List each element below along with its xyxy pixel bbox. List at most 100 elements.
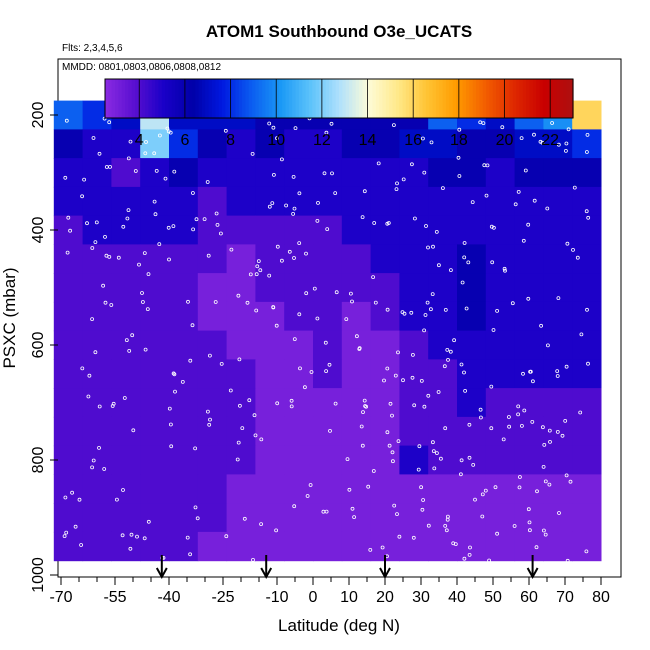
observation-point bbox=[500, 125, 505, 130]
observation-point bbox=[457, 174, 462, 178]
colorbar-segment bbox=[165, 79, 170, 118]
heatmap-cell bbox=[169, 503, 199, 533]
colorbar-segment bbox=[522, 79, 527, 118]
observation-point bbox=[267, 204, 272, 209]
observation-point bbox=[411, 535, 416, 540]
colorbar-segment bbox=[318, 79, 323, 118]
observation-point bbox=[253, 433, 258, 438]
observation-point bbox=[517, 485, 522, 490]
observation-point bbox=[133, 169, 138, 173]
observation-point bbox=[530, 419, 535, 424]
colorbar-segment bbox=[275, 79, 280, 118]
observation-point bbox=[422, 170, 427, 175]
observation-point bbox=[131, 428, 136, 433]
observation-point bbox=[368, 548, 373, 552]
heatmap-cell bbox=[140, 215, 170, 245]
observation-point bbox=[328, 428, 332, 433]
heatmap-cell bbox=[169, 215, 199, 245]
colorbar-segment bbox=[181, 79, 186, 118]
observation-point bbox=[382, 378, 386, 383]
colorbar-segment bbox=[288, 79, 293, 118]
colorbar-segment bbox=[432, 79, 437, 118]
heatmap-cell bbox=[514, 301, 544, 332]
heatmap-cell bbox=[111, 301, 141, 332]
observation-point bbox=[547, 482, 552, 487]
observation-point bbox=[324, 369, 329, 374]
observation-point bbox=[127, 348, 132, 353]
heatmap-cell bbox=[255, 215, 285, 245]
observation-point bbox=[362, 189, 367, 194]
heatmap-cell bbox=[111, 215, 141, 245]
heatmap-cell bbox=[53, 359, 84, 389]
colorbar-segment bbox=[138, 79, 143, 118]
observation-point bbox=[489, 426, 494, 431]
observation-point bbox=[219, 361, 224, 366]
heatmap-cell bbox=[572, 301, 602, 332]
colorbar-segment bbox=[148, 79, 153, 118]
heatmap-cell bbox=[543, 503, 573, 533]
observation-point bbox=[289, 398, 294, 403]
observation-point bbox=[142, 251, 147, 256]
observation-point bbox=[97, 445, 101, 450]
observation-point bbox=[312, 286, 317, 291]
heatmap-cell bbox=[197, 503, 228, 533]
observation-point bbox=[560, 433, 565, 438]
observation-point bbox=[85, 221, 89, 226]
observation-point bbox=[107, 120, 112, 125]
observation-point bbox=[171, 371, 176, 376]
observation-point bbox=[506, 564, 511, 569]
colorbar-segment bbox=[566, 79, 571, 118]
observation-point bbox=[258, 268, 263, 273]
heatmap-cell bbox=[111, 273, 141, 303]
observation-point bbox=[97, 151, 102, 156]
heatmap-cell bbox=[428, 474, 458, 504]
heatmap-cell bbox=[111, 186, 141, 217]
colorbar-segment bbox=[449, 79, 454, 118]
observation-point bbox=[543, 532, 548, 537]
heatmap-cell bbox=[543, 416, 573, 447]
observation-point bbox=[240, 426, 245, 431]
observation-point bbox=[185, 535, 190, 540]
observation-point bbox=[436, 263, 441, 268]
observation-point bbox=[513, 202, 518, 207]
colorbar-segment bbox=[178, 79, 183, 118]
heatmap-cell bbox=[399, 244, 429, 274]
observation-point bbox=[334, 290, 339, 295]
colorbar-segment bbox=[429, 79, 434, 118]
observation-point bbox=[548, 439, 552, 444]
observation-point bbox=[526, 296, 531, 301]
observation-point bbox=[564, 473, 569, 478]
observation-point bbox=[73, 524, 78, 529]
observation-point bbox=[352, 515, 357, 519]
heatmap-cell bbox=[341, 503, 372, 533]
heatmap-cell bbox=[341, 129, 372, 159]
heatmap-cell bbox=[197, 186, 228, 217]
heatmap-cell bbox=[485, 416, 516, 447]
observation-point bbox=[527, 520, 532, 525]
observation-point bbox=[167, 257, 171, 262]
colorbar-segment bbox=[526, 79, 531, 118]
observation-point bbox=[512, 524, 517, 528]
observation-point bbox=[387, 443, 392, 448]
observation-point bbox=[191, 227, 196, 232]
observation-point bbox=[64, 530, 69, 535]
heatmap-cell bbox=[341, 359, 372, 389]
colorbar-segment bbox=[145, 79, 150, 118]
observation-point bbox=[445, 517, 450, 522]
x-tick-label: 60 bbox=[520, 589, 538, 606]
observation-point bbox=[90, 246, 95, 250]
observation-point bbox=[229, 247, 234, 252]
observation-point bbox=[487, 558, 492, 563]
observation-point bbox=[121, 488, 125, 492]
heatmap-cell bbox=[370, 503, 400, 533]
heatmap-cell bbox=[313, 416, 343, 447]
colorbar-segment bbox=[245, 79, 250, 118]
observation-point bbox=[259, 437, 264, 442]
observation-point bbox=[489, 224, 494, 229]
observation-point bbox=[516, 189, 521, 194]
heatmap-cell bbox=[82, 215, 112, 245]
heatmap-cell bbox=[53, 531, 84, 562]
heatmap-cell bbox=[572, 531, 602, 562]
colorbar-segment bbox=[385, 79, 390, 118]
heatmap-cell bbox=[255, 273, 285, 303]
